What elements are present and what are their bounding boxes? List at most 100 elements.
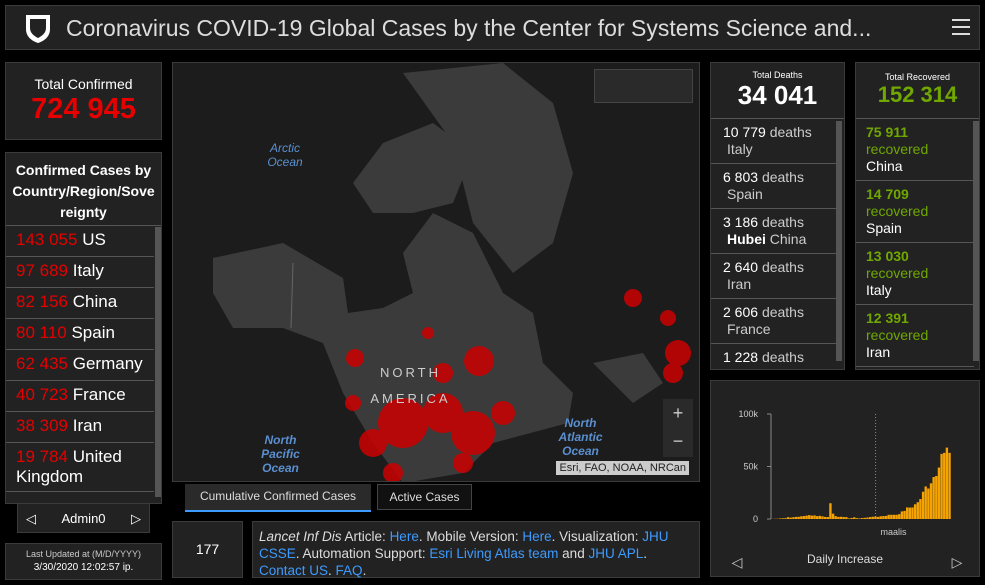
- link[interactable]: FAQ: [335, 563, 363, 578]
- bar: [884, 515, 888, 519]
- bar: [868, 517, 872, 519]
- place-line: Iran: [723, 276, 825, 293]
- scrollbar[interactable]: [155, 227, 161, 497]
- link[interactable]: Here: [522, 529, 552, 544]
- place: Italy: [727, 141, 753, 157]
- count: 10 779: [723, 124, 766, 140]
- country: Spain: [71, 323, 115, 342]
- bar: [800, 516, 803, 519]
- bar: [808, 515, 811, 519]
- recovered-panel: Total Recovered 152 314 75 911 recovered C…: [855, 62, 980, 370]
- list-title: Confirmed Cases by Country/Region/Sovere…: [6, 153, 161, 226]
- tab[interactable]: Cumulative Confirmed Cases: [185, 484, 371, 512]
- value: 3/30/2020 12:02:57 ip.: [33, 562, 134, 573]
- bar: [855, 518, 859, 519]
- bar: [913, 504, 917, 519]
- bar: [895, 514, 898, 519]
- bar: [837, 516, 840, 519]
- bar: [847, 518, 851, 519]
- total-confirmed: Total Confirmed 724 945: [5, 62, 162, 140]
- bar: [929, 483, 933, 519]
- bar: [919, 499, 922, 519]
- unit: recovered: [866, 141, 929, 157]
- place: Iran: [727, 276, 752, 292]
- place: Italy: [866, 282, 892, 298]
- y-tick-label: 50k: [743, 462, 758, 472]
- bar: [818, 515, 822, 519]
- country-row: 80 110 Spain: [6, 319, 154, 350]
- bar: [908, 507, 912, 519]
- menu-button[interactable]: [951, 18, 971, 36]
- count: 82 156: [16, 292, 68, 311]
- tab[interactable]: Active Cases: [377, 484, 472, 510]
- prev[interactable]: ◁: [732, 554, 743, 570]
- prev[interactable]: ◁: [26, 511, 36, 526]
- link[interactable]: Esri Living Atlas team: [429, 546, 559, 561]
- region: Hubei: [727, 231, 766, 247]
- zoom-out[interactable]: −: [672, 431, 684, 451]
- country: China: [72, 292, 118, 311]
- count: 6 803: [723, 169, 759, 185]
- map-canvas: [213, 63, 691, 481]
- next[interactable]: ▷: [952, 554, 963, 570]
- scrollbar[interactable]: [836, 121, 842, 361]
- country: United Kingdom: [16, 447, 122, 486]
- place-line: Spain: [723, 186, 825, 203]
- link[interactable]: Here: [389, 529, 419, 544]
- count: 14 709: [866, 186, 909, 202]
- bar: [816, 516, 819, 519]
- place-line: France: [723, 321, 825, 338]
- unit: deaths: [761, 214, 804, 230]
- x-tick-label: maalis: [881, 527, 908, 537]
- bar: [850, 517, 853, 519]
- bar: [906, 507, 909, 519]
- recovered-row: 14 709 recovered Spain: [856, 181, 974, 243]
- text: . Visualization:: [551, 529, 643, 544]
- place-line: Hubei China: [723, 231, 825, 248]
- map-tools[interactable]: [594, 69, 693, 103]
- bar: [842, 517, 845, 519]
- bar: [858, 518, 861, 519]
- bar: [797, 516, 800, 519]
- count: 40 723: [16, 385, 68, 404]
- bar: [821, 516, 824, 519]
- unit: deaths: [761, 349, 804, 365]
- zoom-in[interactable]: +: [672, 403, 684, 423]
- bar: [845, 517, 848, 519]
- bar: [789, 517, 792, 519]
- rows: 10 779 deaths Italy 6 803 deaths Spain 3 186…: [711, 119, 844, 369]
- bar: [882, 516, 885, 519]
- bar: [916, 502, 919, 519]
- chart-title: Daily Increase: [807, 552, 883, 566]
- country-list: Confirmed Cases by Country/Region/Sovere…: [5, 152, 162, 504]
- footer: Lancet Inf Dis Article: Here. Mobile Ver…: [252, 521, 700, 578]
- link[interactable]: JHU CSSE: [259, 529, 669, 561]
- count: 3 186: [723, 214, 759, 230]
- header: Coronavirus COVID-19 Global Cases by the…: [5, 5, 980, 50]
- map-label: North Pacific Ocean: [261, 433, 300, 475]
- unit: recovered: [866, 327, 929, 343]
- scrollbar[interactable]: [973, 121, 979, 361]
- logo: [26, 15, 50, 43]
- next[interactable]: ▷: [131, 511, 141, 526]
- label: Total Deaths: [752, 70, 803, 80]
- country-row: 62 435 Germany: [6, 350, 154, 381]
- bar: [911, 507, 914, 519]
- map-label: Arctic Ocean: [267, 141, 303, 169]
- countries-count: 177: [172, 521, 243, 578]
- text: .: [362, 563, 367, 578]
- bar: [829, 503, 832, 519]
- place: France: [727, 321, 771, 337]
- link[interactable]: JHU APL: [588, 546, 644, 561]
- death-row: 2 606 deaths France: [711, 299, 837, 344]
- label: Last Updated at (M/D/YYYY): [25, 549, 142, 559]
- label: Total Recovered: [884, 72, 951, 82]
- pager: ◁ Admin0 ▷: [17, 503, 150, 533]
- bar: [839, 516, 843, 519]
- link[interactable]: Contact US: [259, 563, 329, 578]
- value: 152 314: [877, 82, 958, 107]
- count: 75 911: [866, 124, 909, 140]
- text: Article:: [341, 529, 390, 544]
- count: 97 689: [16, 261, 68, 280]
